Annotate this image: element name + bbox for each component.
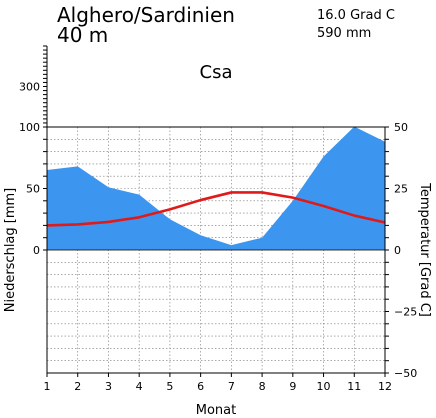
precipitation-tick-labels: 0 50 100 300 xyxy=(19,81,40,258)
x-tick-label: 2 xyxy=(74,380,81,393)
x-tick-label: 8 xyxy=(259,380,266,393)
station-name: Alghero/Sardinien xyxy=(57,3,235,27)
temperature-line-layer xyxy=(46,191,386,227)
x-tick-label: 3 xyxy=(105,380,112,393)
x-tick-labels: 1 2 3 4 5 6 7 8 9 10 11 12 xyxy=(44,380,393,393)
x-tick-label: 4 xyxy=(136,380,143,393)
axes xyxy=(43,45,389,377)
temperature-tick-label: 0 xyxy=(394,244,401,257)
mean-temperature: 16.0 Grad C xyxy=(317,8,395,23)
x-tick-label: 10 xyxy=(317,380,331,393)
x-tick-label: 12 xyxy=(378,380,392,393)
temperature-tick-label: −50 xyxy=(394,367,417,380)
temperature-tick-labels: 50 25 0 −25 −50 xyxy=(394,121,417,380)
x-tick-label: 1 xyxy=(44,380,51,393)
temperature-tick-label: −25 xyxy=(394,306,417,319)
precipitation-tick-label: 0 xyxy=(33,244,40,257)
left-axis-title: Niederschlag [mm] xyxy=(3,188,18,313)
climate-class: Csa xyxy=(200,62,233,83)
temperature-line xyxy=(46,191,386,227)
x-tick-label: 5 xyxy=(166,380,173,393)
temperature-tick-label: 50 xyxy=(394,121,408,134)
temperature-tick-label: 25 xyxy=(394,183,408,196)
plot-area xyxy=(43,45,389,377)
x-tick-label: 7 xyxy=(228,380,235,393)
station-elevation: 40 m xyxy=(57,23,108,47)
x-axis-title: Monat xyxy=(196,403,236,418)
annual-precipitation: 590 mm xyxy=(317,26,371,41)
precipitation-tick-label: 50 xyxy=(26,183,40,196)
x-tick-label: 9 xyxy=(289,380,296,393)
precipitation-tick-label: 300 xyxy=(19,81,40,94)
precipitation-tick-label: 100 xyxy=(19,121,40,134)
x-tick-label: 11 xyxy=(347,380,361,393)
right-axis-title: Temperatur [Grad C] xyxy=(417,182,432,317)
x-tick-label: 6 xyxy=(197,380,204,393)
